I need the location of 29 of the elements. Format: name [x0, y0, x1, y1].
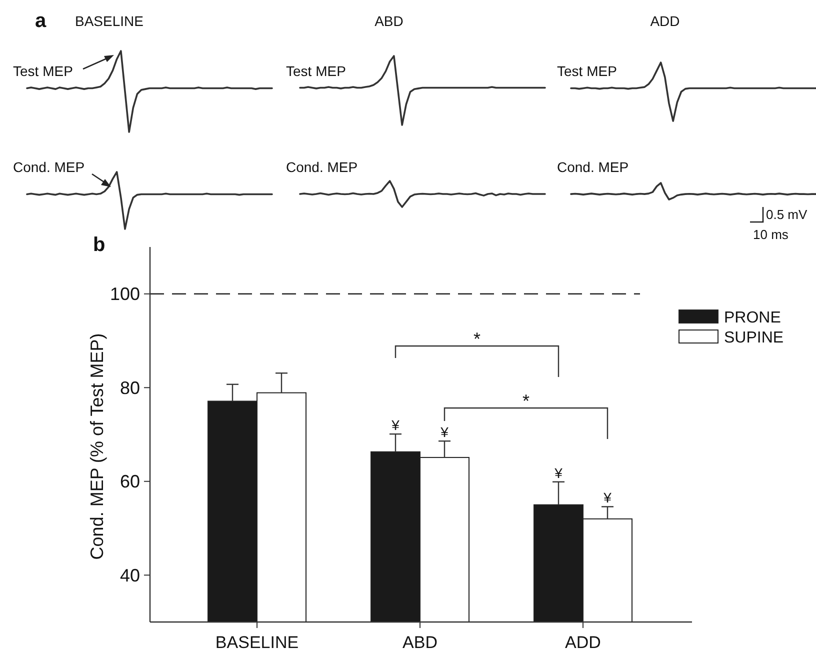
text: Cond. MEP — [557, 159, 629, 175]
y-tick-label: 80 — [120, 378, 140, 398]
data-label: ¥ — [440, 424, 449, 440]
text: 0.5 mV — [766, 207, 808, 222]
x-tick-label: ABD — [402, 633, 438, 652]
y-axis-title: Cond. MEP (% of Test MEP) — [87, 333, 107, 560]
annotation: Test MEP — [13, 63, 73, 79]
text: a — [35, 10, 47, 32]
annotation: Test MEP — [286, 63, 346, 79]
annotation: * — [473, 329, 481, 349]
text: Cond. MEP — [286, 159, 358, 175]
data-label: ¥ — [602, 490, 612, 506]
chart-title: ADD — [650, 13, 680, 29]
legend-label: PRONE — [724, 310, 781, 327]
data-label: ¥ — [554, 464, 563, 481]
text: 10 ms — [753, 227, 789, 242]
data-label: ¥ — [390, 417, 400, 434]
legend-label: SUPINE — [724, 330, 784, 347]
y-tick-label: 100 — [110, 284, 140, 304]
x-tick-label: BASELINE — [215, 633, 299, 652]
text: b — [93, 234, 106, 256]
chart-title: BASELINE — [75, 13, 144, 29]
x-tick-label: ADD — [565, 633, 601, 652]
annotation: Test MEP — [557, 63, 617, 79]
annotation: Cond. MEP — [13, 159, 85, 175]
y-tick-label: 40 — [120, 565, 140, 586]
annotation: * — [522, 391, 530, 411]
y-tick-label: 60 — [120, 472, 140, 492]
chart-title: ABD — [374, 13, 404, 29]
